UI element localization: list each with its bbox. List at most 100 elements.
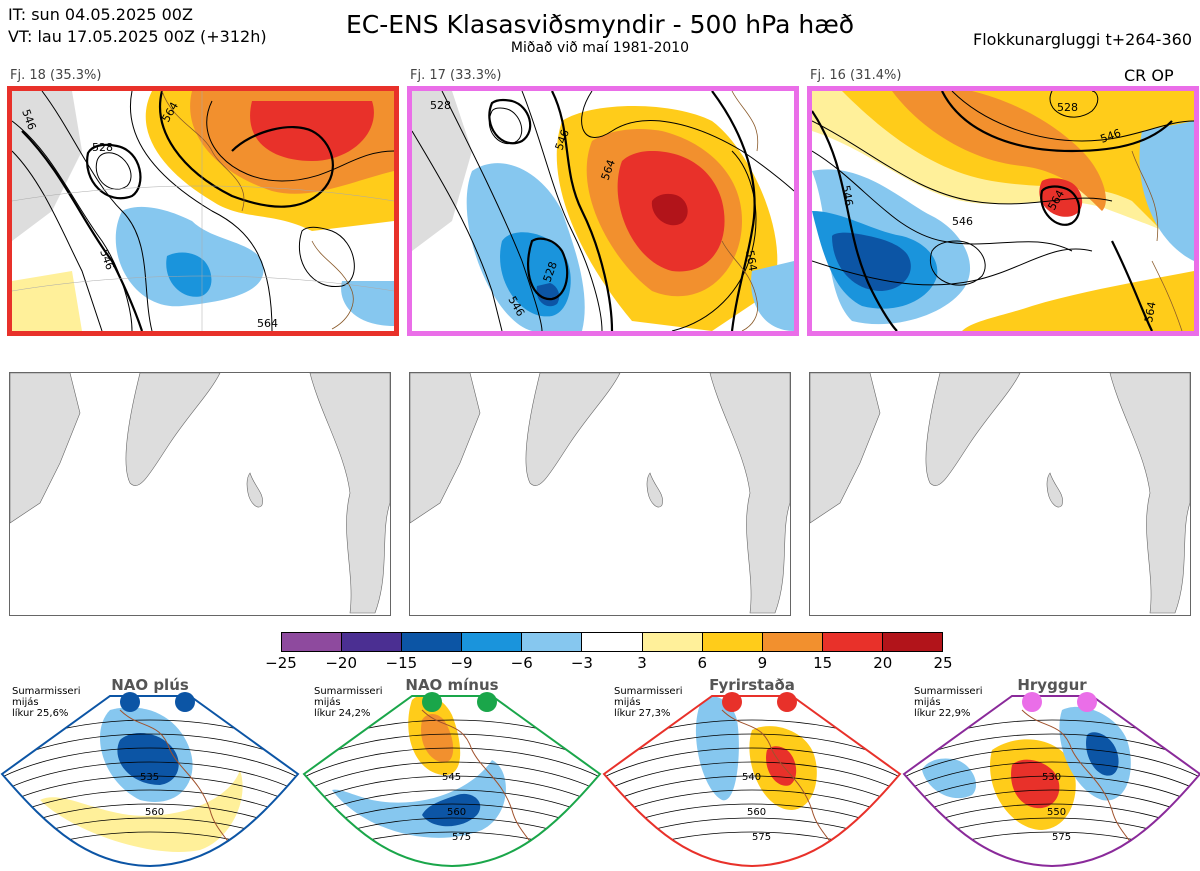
anomaly-area xyxy=(117,733,179,785)
regime-map: 530 550 575 xyxy=(902,692,1200,868)
colorbar-tick-label: −3 xyxy=(570,654,593,672)
anomaly-area xyxy=(922,758,977,799)
coastline xyxy=(421,709,543,861)
regime-info: Sumarmisseri mijás líkur 25,6% xyxy=(12,686,80,719)
regime-info-line: mijás xyxy=(314,697,341,708)
cluster-3-map: 546 528 564 546 564 546 xyxy=(807,86,1199,336)
contour-label: 528 xyxy=(1057,101,1078,114)
member-map-1 xyxy=(9,372,391,616)
anomaly-area xyxy=(1086,732,1119,776)
contour-label: 545 xyxy=(442,772,461,783)
cluster-3-label: Fj. 16 (31.4%) xyxy=(810,68,902,83)
regime-name: NAO plús xyxy=(111,676,189,694)
height-contour xyxy=(904,775,1200,807)
regime-map: 535 560 xyxy=(0,692,300,868)
height-contour xyxy=(304,775,600,807)
anomaly-area xyxy=(766,746,797,786)
member-map-2 xyxy=(409,372,791,616)
regime-dot-icon xyxy=(777,692,797,712)
regime-border xyxy=(902,695,1200,868)
regime-info-line: Sumarmisseri xyxy=(12,686,81,697)
coastline xyxy=(721,709,843,861)
regime-info-line: líkur 22,9% xyxy=(914,708,971,719)
colorbar-tick-label: −9 xyxy=(450,654,473,672)
height-contour xyxy=(2,775,298,807)
cluster-1-map: 546 546 528 564 564 xyxy=(7,86,399,336)
regime-map: 545 560 575 xyxy=(302,692,602,868)
cluster-1-label: Fj. 18 (35.3%) xyxy=(10,68,102,83)
height-contour xyxy=(304,789,600,821)
height-contour xyxy=(604,789,900,821)
colorbar-swatch xyxy=(522,633,583,651)
regime-dot-icon xyxy=(1077,692,1097,712)
colorbar-swatch xyxy=(702,633,763,651)
contour-label: 528 xyxy=(92,141,113,154)
colorbar xyxy=(281,632,943,652)
regime-dot-icon xyxy=(1022,692,1042,712)
colorbar-tick-label: 6 xyxy=(697,654,708,672)
regime-border xyxy=(0,695,300,868)
init-time: IT: sun 04.05.2025 00Z xyxy=(8,5,193,24)
regime-map: 540 560 575 xyxy=(602,692,902,868)
regime-info: Sumarmisseri mijás líkur 27,3% xyxy=(614,686,682,719)
colorbar-tick-label: −15 xyxy=(385,654,418,672)
anomaly-area xyxy=(40,770,243,852)
contour-label: 528 xyxy=(430,99,451,112)
colorbar-tick-label: 9 xyxy=(757,654,768,672)
contour-label: 546 xyxy=(839,184,855,207)
colorbar-tick-label: 20 xyxy=(873,654,893,672)
regime-name: Hryggur xyxy=(1017,676,1087,694)
contour-label: 564 xyxy=(1142,301,1158,324)
regime-info-line: Sumarmisseri xyxy=(314,686,383,697)
regime-info: Sumarmisseri mijás líkur 22,9% xyxy=(914,686,982,719)
contour-label: 575 xyxy=(752,832,771,843)
contour-label: 540 xyxy=(742,772,761,783)
regime-info-line: mijás xyxy=(614,697,641,708)
regime-name: Fyrirstaða xyxy=(709,676,795,694)
crop-label: CR OP xyxy=(1124,66,1174,85)
colorbar-swatch xyxy=(462,633,523,651)
regime-name: NAO mínus xyxy=(405,676,499,694)
colorbar-tick-label: 25 xyxy=(933,654,953,672)
regime-info-line: mijás xyxy=(914,697,941,708)
contour-label: 575 xyxy=(1052,832,1071,843)
regime-info-line: líkur 25,6% xyxy=(12,708,69,719)
colorbar-tick-label: 15 xyxy=(813,654,833,672)
regime-dot-icon xyxy=(120,692,140,712)
regime-info-line: líkur 27,3% xyxy=(614,708,671,719)
height-contour xyxy=(604,775,900,807)
contour-label: 546 xyxy=(952,215,973,228)
regime-info: Sumarmisseri mijás líkur 24,2% xyxy=(314,686,382,719)
colorbar-swatch xyxy=(342,633,403,651)
contour-label: 546 xyxy=(97,248,116,272)
regime-info-line: líkur 24,2% xyxy=(314,708,371,719)
height-contour xyxy=(604,747,900,779)
height-contour xyxy=(604,761,900,793)
regime-info-line: Sumarmisseri xyxy=(914,686,983,697)
height-contour xyxy=(904,747,1200,779)
colorbar-tick-label: −25 xyxy=(265,654,297,672)
contour-label: 560 xyxy=(747,807,766,818)
regime-dot-icon xyxy=(722,692,742,712)
regime-dot-icon xyxy=(422,692,442,712)
contour-label: 560 xyxy=(145,807,164,818)
anomaly-area xyxy=(1011,759,1060,809)
regime-dot-icon xyxy=(175,692,195,712)
height-contour xyxy=(304,747,600,779)
regime-info-line: Sumarmisseri xyxy=(614,686,683,697)
anomaly-area xyxy=(421,714,454,763)
contour-label: 564 xyxy=(743,249,759,272)
contour-label: 560 xyxy=(447,807,466,818)
contour-label: 575 xyxy=(452,832,471,843)
regime-dot-icon xyxy=(477,692,497,712)
regime-border xyxy=(602,695,902,868)
run-info: IT: sun 04.05.2025 00Z VT: lau 17.05.202… xyxy=(8,4,267,48)
colorbar-tick-label: 3 xyxy=(637,654,647,672)
height-contour xyxy=(904,831,1200,863)
valid-time: VT: lau 17.05.2025 00Z (+312h) xyxy=(8,27,267,46)
page-subtitle: Miðað við maí 1981-2010 xyxy=(510,40,690,56)
colorbar-tick-label: −20 xyxy=(325,654,357,672)
height-contour xyxy=(2,789,298,821)
cluster-2-label: Fj. 17 (33.3%) xyxy=(410,68,502,83)
anomaly-area xyxy=(332,760,506,838)
